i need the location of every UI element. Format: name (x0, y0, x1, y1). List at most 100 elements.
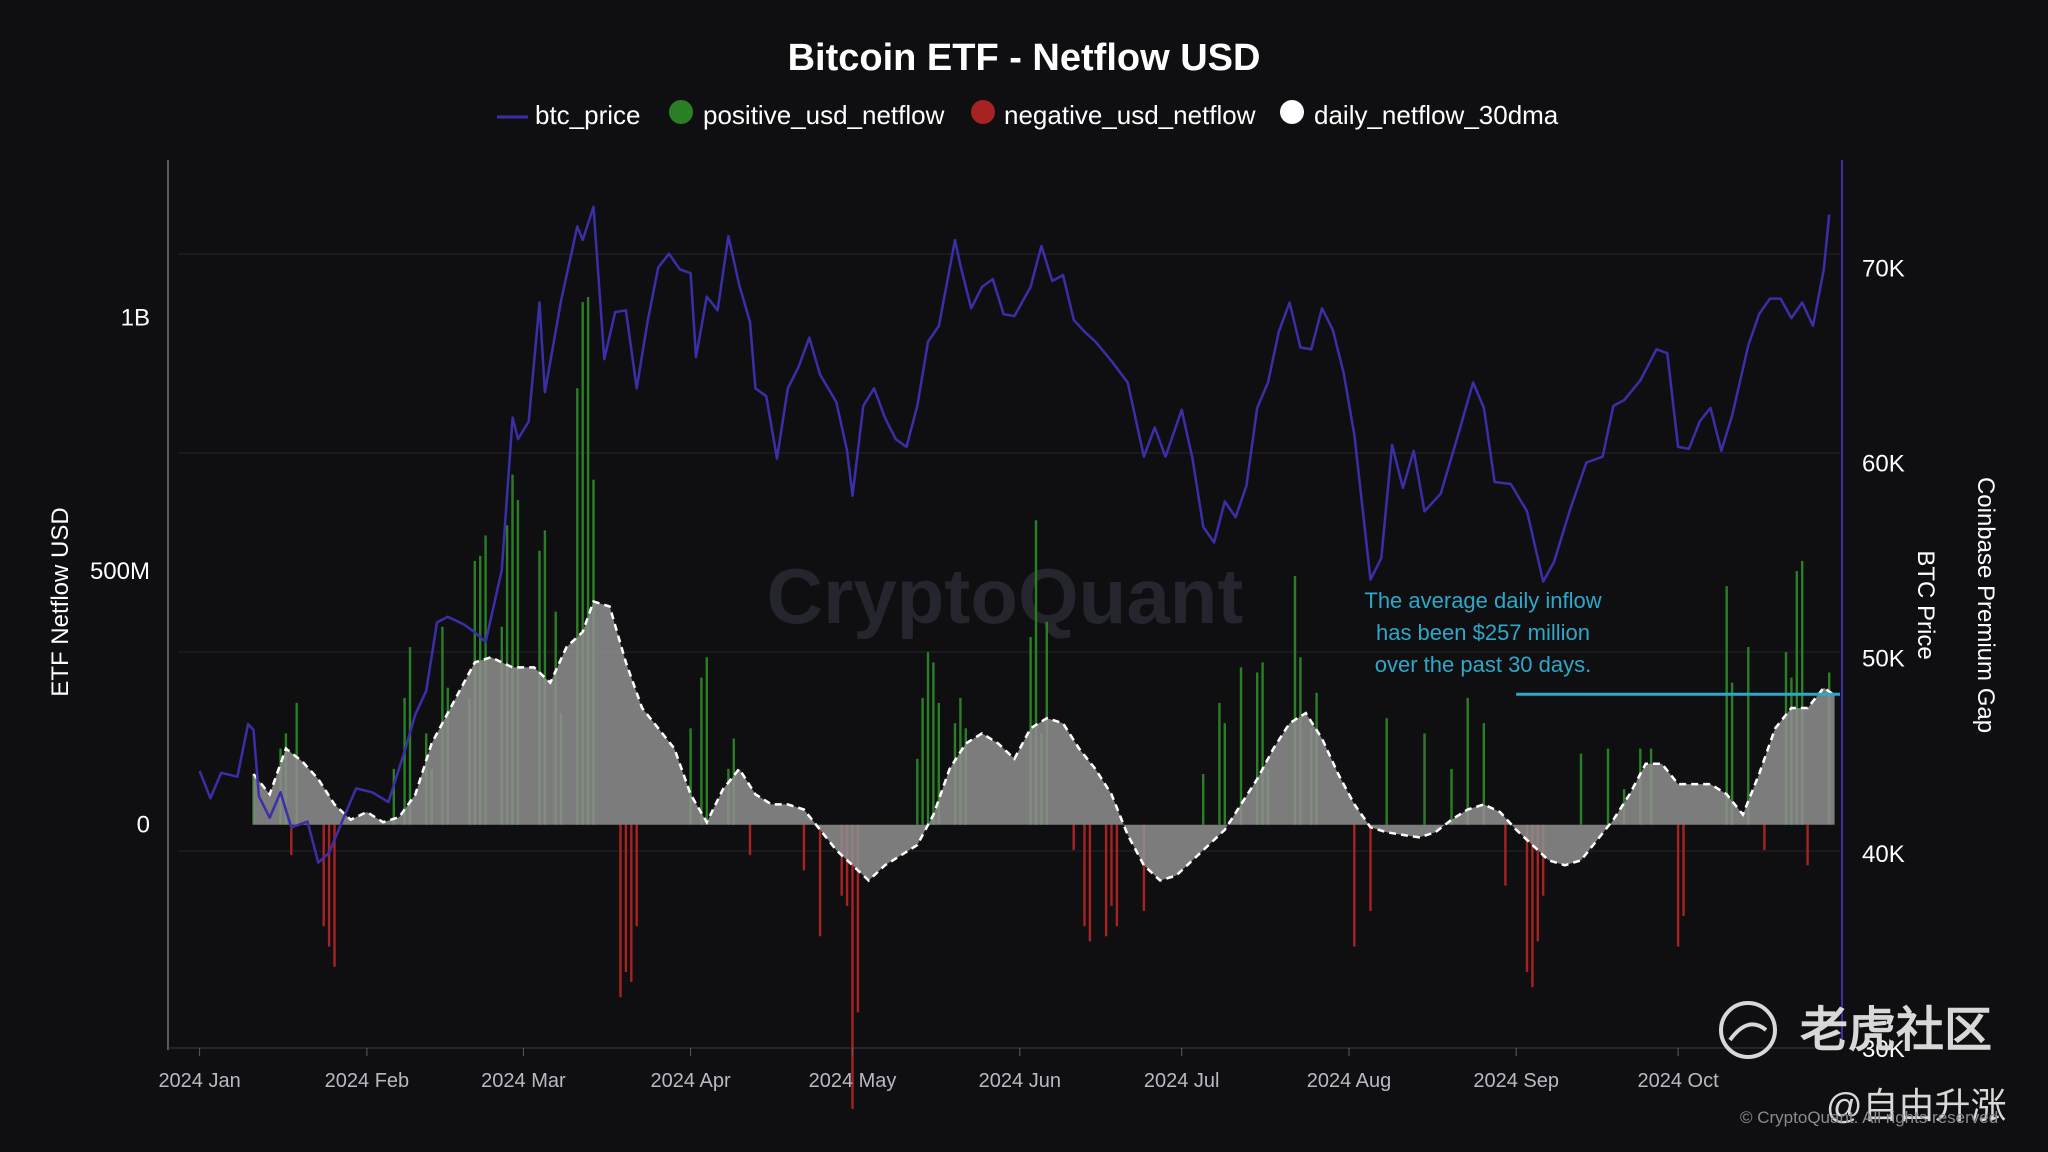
positive-netflow-bar (1730, 682, 1734, 825)
negative-netflow-bar (1682, 824, 1685, 916)
positive-netflow-bar (1239, 667, 1243, 825)
positive-netflow-bar (392, 768, 395, 825)
negative-netflow-bar (1525, 824, 1529, 972)
x-tick-label: 2024 Mar (481, 1070, 566, 1092)
y-left-tick-label: 0 (137, 812, 150, 839)
positive-netflow-bar (543, 530, 547, 825)
x-tick-label: 2024 Jul (1144, 1070, 1220, 1092)
y-right-tick-label: 30K (1862, 1036, 1905, 1063)
x-tick-label: 2024 Jan (158, 1070, 240, 1092)
legend-label: negative_usd_netflow (1004, 100, 1256, 130)
negative-netflow-bar (630, 824, 633, 982)
positive-netflow-bar (926, 652, 930, 825)
negative-netflow-bar (1531, 824, 1534, 988)
ma-area-outline (252, 599, 1836, 883)
copyright-text: © CryptoQuant. All rights reserved (1740, 1108, 1998, 1127)
y-right-tick-label: 70K (1862, 255, 1905, 282)
negative-netflow-bar (1083, 824, 1086, 927)
legend-dot-icon (1280, 100, 1304, 124)
positive-netflow-bar (705, 657, 708, 825)
y-right-tick-label: 60K (1862, 451, 1905, 478)
negative-netflow-bar (818, 824, 822, 937)
negative-netflow-bar (1088, 824, 1092, 942)
y-right-axis-title: BTC Price (1912, 550, 1939, 659)
annotation-text: over the past 30 days. (1375, 652, 1591, 677)
negative-netflow-bar (1104, 824, 1108, 937)
positive-netflow-bar (1579, 753, 1583, 825)
positive-netflow-bar (581, 302, 584, 825)
positive-netflow-bar (1034, 520, 1038, 825)
legend-item-btc-price[interactable]: btc_price (497, 100, 641, 130)
overlay-handle-text: @自由升涨 (1826, 1085, 2007, 1126)
annotation: The average daily inflow has been $257 mi… (1364, 588, 1840, 696)
negative-netflow-bar (802, 824, 806, 871)
negative-netflow-bar (845, 824, 849, 906)
negative-netflow-bar (1072, 824, 1075, 851)
legend: btc_price positive_usd_netflow negative_… (497, 100, 1559, 130)
negative-netflow-bar (624, 824, 628, 972)
positive-netflow-bar (1218, 702, 1221, 825)
ma-area-fill (253, 601, 1835, 881)
y-right-tick-label: 40K (1862, 841, 1905, 868)
positive-netflow-bar (1261, 662, 1264, 825)
y-left-tick-label: 1B (121, 304, 150, 331)
negative-netflow-bar (840, 824, 843, 896)
negative-netflow-bar (1504, 824, 1507, 886)
x-tick-label: 2024 Aug (1307, 1070, 1392, 1092)
btc-price-line (198, 205, 1831, 864)
tiger-logo-icon (1719, 1001, 1777, 1059)
legend-item-30dma[interactable]: daily_netflow_30dma (1280, 100, 1559, 130)
netflow-30dma-area (252, 599, 1836, 883)
positive-netflow-bar (689, 728, 692, 825)
positive-netflow-bar (1223, 723, 1226, 825)
positive-netflow-bar (1450, 768, 1453, 825)
positive-netflow-bar (1293, 576, 1297, 825)
y-left-tick-label: 500M (90, 558, 150, 585)
positive-netflow-bar (1747, 647, 1750, 825)
legend-label: daily_netflow_30dma (1314, 100, 1559, 130)
x-tick-label: 2024 Sep (1473, 1070, 1559, 1092)
axis-ticks: 0 500M 1B 30K 40K 50K 60K 70K 2024 Jan 2024 Feb 20… (90, 255, 1905, 1092)
negative-netflow-bar (322, 824, 325, 927)
positive-netflow-bar (937, 702, 940, 825)
positive-netflow-bar (932, 662, 935, 825)
negative-netflow-bar (333, 824, 336, 967)
negative-netflow-bar (1542, 824, 1545, 896)
positive-netflow-bar (916, 758, 919, 825)
positive-netflow-bar (1385, 718, 1388, 825)
negative-netflow-bar (1676, 824, 1680, 947)
legend-item-positive-netflow[interactable]: positive_usd_netflow (669, 100, 945, 130)
negative-netflow-bar (635, 824, 638, 927)
y-right-tick-label: 50K (1862, 646, 1905, 673)
legend-dot-icon (971, 100, 995, 124)
x-tick-label: 2024 May (809, 1070, 897, 1092)
y-right-secondary-axis-title: Coinbase Premium Gap (1972, 477, 1999, 733)
positive-netflow-bar (516, 500, 520, 825)
negative-netflow-bar (1142, 824, 1146, 911)
negative-netflow-bar (851, 824, 854, 1109)
legend-label: btc_price (535, 100, 641, 130)
positive-netflow-bar (1725, 586, 1728, 825)
positive-netflow-bar (921, 697, 924, 825)
negative-netflow-bar (856, 824, 860, 1013)
positive-netflow-bar (1202, 774, 1205, 825)
chart-title: Bitcoin ETF - Netflow USD (788, 37, 1261, 79)
negative-netflow-bar (290, 824, 293, 856)
negative-netflow-bar (327, 824, 331, 947)
positive-netflow-bar (586, 297, 590, 825)
x-tick-label: 2024 Oct (1638, 1070, 1720, 1092)
y-left-axis-title: ETF Netflow USD (47, 507, 74, 696)
positive-netflow-bar (511, 474, 514, 825)
btc-price-path (198, 205, 1831, 864)
positive-netflow-bar (1423, 733, 1426, 825)
legend-label: positive_usd_netflow (703, 100, 945, 130)
legend-item-negative-netflow[interactable]: negative_usd_netflow (971, 100, 1256, 130)
annotation-text: has been $257 million (1376, 620, 1590, 645)
negative-netflow-bar (1353, 824, 1356, 947)
tiger-logo-stripe-icon (1728, 1022, 1768, 1042)
positive-netflow-bar (1256, 672, 1259, 825)
overlay-brand-text: 老虎社区 (1800, 1004, 1992, 1057)
annotation-text: The average daily inflow (1364, 588, 1601, 613)
